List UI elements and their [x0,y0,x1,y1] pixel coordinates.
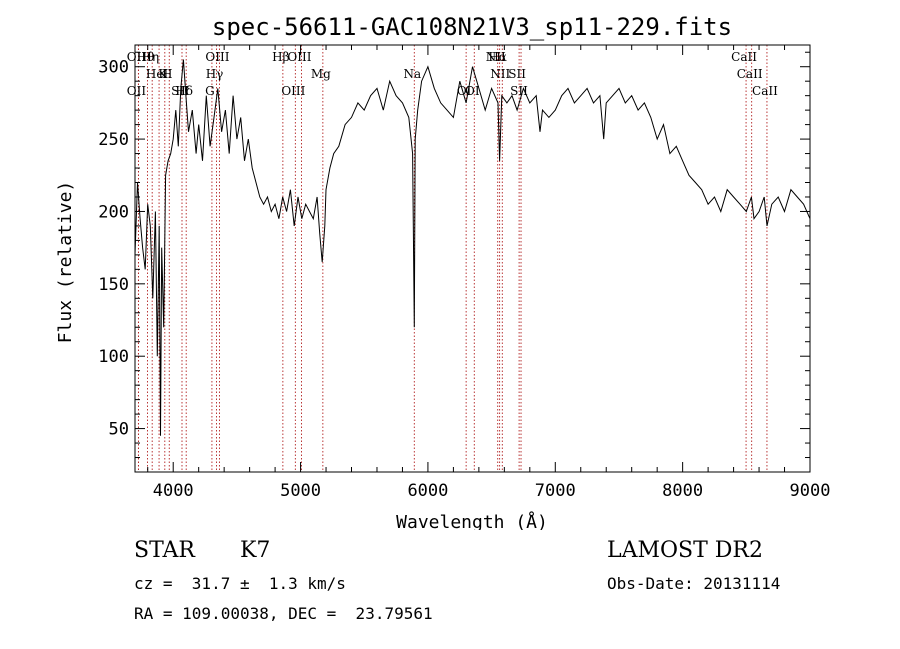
x-axis-label: Wavelength (Å) [396,511,548,530]
tick-label: 4000 [153,481,194,501]
line-label: SII [508,67,526,81]
line-label: Hα [488,50,507,64]
line-label: H [162,67,172,81]
tick-label: 300 [98,58,129,78]
tick-label: 250 [98,130,129,150]
tick-labels: 4000 5000 6000 7000 8000 9000 50 100 150 200 250 30… [98,58,830,501]
y-axis-label: Flux (relative) [55,181,76,344]
line-label: G [205,84,215,98]
line-label: OII [127,50,147,64]
spectrum-line [134,59,811,436]
plot-frame [134,44,811,473]
tick-label: 8000 [662,481,703,501]
line-label: OIII [205,50,229,64]
line-label: Na [403,67,421,81]
line-label: CaII [731,50,757,64]
spectrum-chart: spec-56611-GAC108N21V3_sp11-229.fits HθK… [55,13,830,530]
line-label: OIII [287,50,311,64]
subclass: K7 [240,538,271,563]
line-label: Hγ [206,67,224,81]
tick-label: 5000 [280,481,321,501]
line-label: SII [510,84,528,98]
line-label: NII [486,50,506,64]
line-labels: HθKHδOIIHeISIIOIIIHγOIIIOIIINaOIHαSIIOII… [127,50,778,98]
line-label: Hθ [137,50,155,64]
line-label: Hβ [272,50,289,64]
line-label: Hη [141,50,159,64]
tick-label: 200 [98,202,129,222]
survey-name: LAMOST DR2 [607,538,763,563]
tick-label: 9000 [790,481,831,501]
line-label: Mg [311,67,331,81]
tick-label: 150 [98,275,129,295]
object-type: STAR [134,538,195,563]
line-label: SII [171,84,189,98]
tick-label: 6000 [407,481,448,501]
line-label: CaII [752,84,778,98]
line-label: NII [490,67,510,81]
tick-label: 100 [98,347,129,367]
line-label: OIII [281,84,305,98]
line-label: K [158,67,168,81]
axis-ticks [135,45,811,472]
chart-title: spec-56611-GAC108N21V3_sp11-229.fits [212,13,732,41]
coordinates: RA = 109.00038, DEC = 23.79561 [134,604,433,623]
line-label: OII [127,84,147,98]
line-label: HeI [146,67,169,81]
emission-line-markers [137,45,768,472]
line-label: CaII [737,67,763,81]
tick-label: 50 [109,420,129,440]
redshift: cz = 31.7 ± 1.3 km/s [134,574,346,593]
line-label: Hδ [175,84,193,98]
obs-date: Obs-Date: 20131114 [607,574,781,593]
tick-label: 7000 [535,481,576,501]
